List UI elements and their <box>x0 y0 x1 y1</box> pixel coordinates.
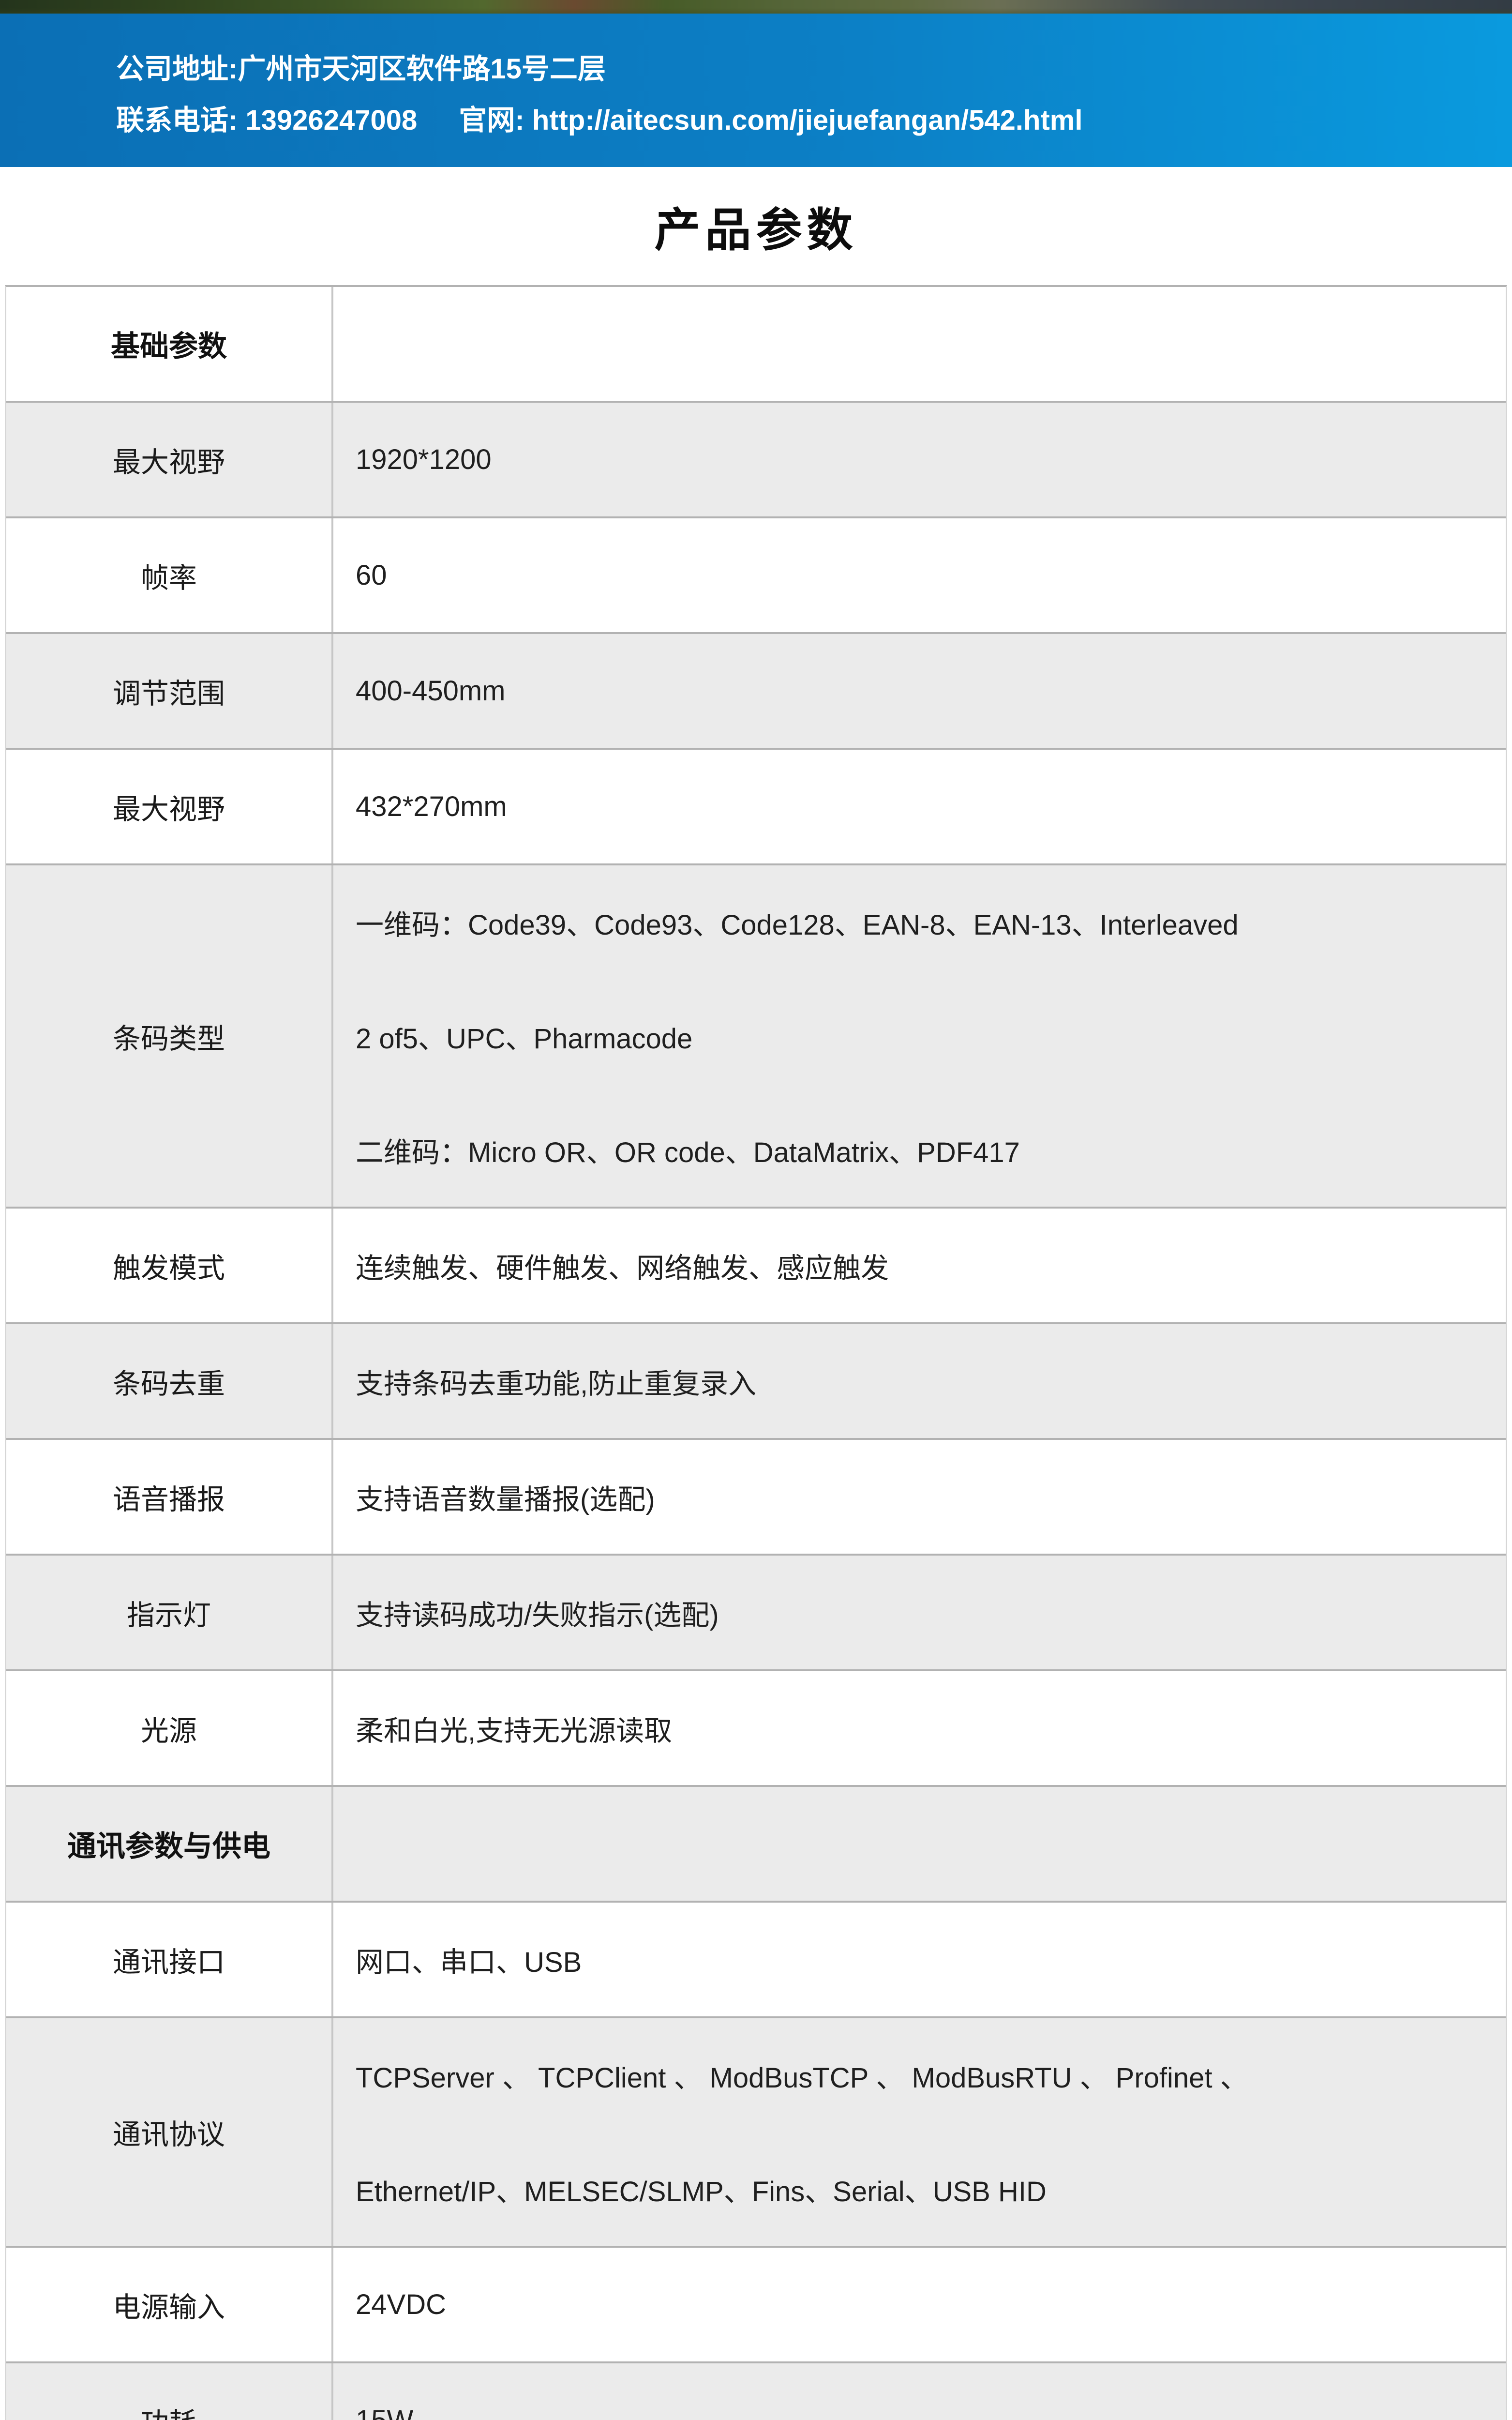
website-link[interactable]: 官网: http://aitecsun.com/jiejuefangan/542… <box>459 104 1083 136</box>
row-label: 语音播报 <box>6 1440 333 1554</box>
value-line: 柔和白光,支持无光源读取 <box>356 1715 673 1747</box>
value-line: 1920*1200 <box>356 444 492 475</box>
row-label: 功耗 <box>6 2363 333 2420</box>
row-label: 条码去重 <box>6 1324 333 1438</box>
row-label: 光源 <box>6 1671 333 1785</box>
row-value: 支持条码去重功能,防止重复录入 <box>333 1324 1506 1438</box>
row-value: 柔和白光,支持无光源读取 <box>333 1671 1506 1785</box>
row-label: 最大视野 <box>6 750 333 863</box>
row-value: 15W <box>333 2363 1506 2420</box>
table-row: 通讯参数与供电 <box>6 1787 1506 1903</box>
value-line: 支持读码成功/失败指示(选配) <box>356 1599 719 1631</box>
value-line: 400-450mm <box>356 675 506 707</box>
row-value: 网口、串口、USB <box>333 1903 1506 2016</box>
value-line: 二维码：Micro OR、OR code、DataMatrix、PDF417 <box>356 1136 1020 1168</box>
table-row: 条码去重 支持条码去重功能,防止重复录入 <box>6 1324 1506 1440</box>
table-row: 帧率 60 <box>6 518 1506 634</box>
value-line: 一维码：Code39、Code93、Code128、EAN-8、EAN-13、I… <box>356 909 1239 941</box>
row-value: 一维码：Code39、Code93、Code128、EAN-8、EAN-13、I… <box>333 865 1506 1207</box>
row-value: 支持读码成功/失败指示(选配) <box>333 1556 1506 1669</box>
row-label: 帧率 <box>6 518 333 632</box>
table-row: 功耗 15W <box>6 2363 1506 2420</box>
spec-table: 基础参数 最大视野 1920*1200 帧率 60 调节范围 400-450mm… <box>5 285 1507 2420</box>
company-address-text: 公司地址:广州市天河区软件路15号二层 <box>116 53 606 85</box>
table-row: 最大视野 432*270mm <box>6 750 1506 865</box>
row-label: 最大视野 <box>6 403 333 516</box>
row-value <box>333 287 1506 401</box>
row-value: 400-450mm <box>333 634 1506 748</box>
table-row: 语音播报 支持语音数量播报(选配) <box>6 1440 1506 1556</box>
table-row: 指示灯 支持读码成功/失败指示(选配) <box>6 1556 1506 1671</box>
row-label: 电源输入 <box>6 2248 333 2361</box>
row-value: 1920*1200 <box>333 403 1506 516</box>
value-line: 432*270mm <box>356 791 507 822</box>
value-line: TCPServer 、 TCPClient 、 ModBusTCP 、 ModB… <box>356 2062 1248 2094</box>
header-photo-strip <box>0 0 1512 14</box>
value-line: 支持条码去重功能,防止重复录入 <box>356 1368 757 1400</box>
table-row: 光源 柔和白光,支持无光源读取 <box>6 1671 1506 1787</box>
row-value <box>333 1787 1506 1901</box>
value-line: Ethernet/IP、MELSEC/SLMP、Fins、Serial、USB … <box>356 2176 1047 2208</box>
table-row: 基础参数 <box>6 287 1506 403</box>
table-row: 通讯接口 网口、串口、USB <box>6 1903 1506 2018</box>
row-label: 指示灯 <box>6 1556 333 1669</box>
row-label: 通讯协议 <box>6 2018 333 2246</box>
row-label: 触发模式 <box>6 1209 333 1322</box>
row-label: 基础参数 <box>6 287 333 401</box>
contact-line: 联系电话: 13926247008 官网: http://aitecsun.co… <box>116 95 1512 146</box>
row-value: 24VDC <box>333 2248 1506 2361</box>
value-line: 15W <box>356 2363 1506 2420</box>
row-label: 条码类型 <box>6 865 333 1207</box>
table-row: 触发模式 连续触发、硬件触发、网络触发、感应触发 <box>6 1209 1506 1324</box>
row-value: 连续触发、硬件触发、网络触发、感应触发 <box>333 1209 1506 1322</box>
row-label: 通讯接口 <box>6 1903 333 2016</box>
row-value: TCPServer 、 TCPClient 、 ModBusTCP 、 ModB… <box>333 2018 1506 2246</box>
table-row: 电源输入 24VDC <box>6 2248 1506 2363</box>
contact-phone-text: 联系电话: 13926247008 <box>116 104 418 136</box>
value-line: 网口、串口、USB <box>356 1946 582 1978</box>
row-label: 调节范围 <box>6 634 333 748</box>
value-line: 24VDC <box>356 2289 446 2320</box>
table-row: 通讯协议 TCPServer 、 TCPClient 、 ModBusTCP 、… <box>6 2018 1506 2248</box>
row-value: 432*270mm <box>333 750 1506 863</box>
contact-banner: 公司地址:广州市天河区软件路15号二层 联系电话: 13926247008 官网… <box>0 14 1512 167</box>
table-row: 最大视野 1920*1200 <box>6 403 1506 518</box>
value-line: 连续触发、硬件触发、网络触发、感应触发 <box>356 1252 889 1284</box>
table-row: 条码类型 一维码：Code39、Code93、Code128、EAN-8、EAN… <box>6 865 1506 1209</box>
row-value: 支持语音数量播报(选配) <box>333 1440 1506 1554</box>
row-value: 60 <box>333 518 1506 632</box>
table-row: 调节范围 400-450mm <box>6 634 1506 750</box>
value-line: 2 of5、UPC、Pharmacode <box>356 1023 693 1055</box>
page-title: 产品参数 <box>654 204 858 256</box>
row-label: 通讯参数与供电 <box>6 1787 333 1901</box>
value-line: 60 <box>356 560 387 591</box>
value-line: 支持语音数量播报(选配) <box>356 1483 655 1515</box>
